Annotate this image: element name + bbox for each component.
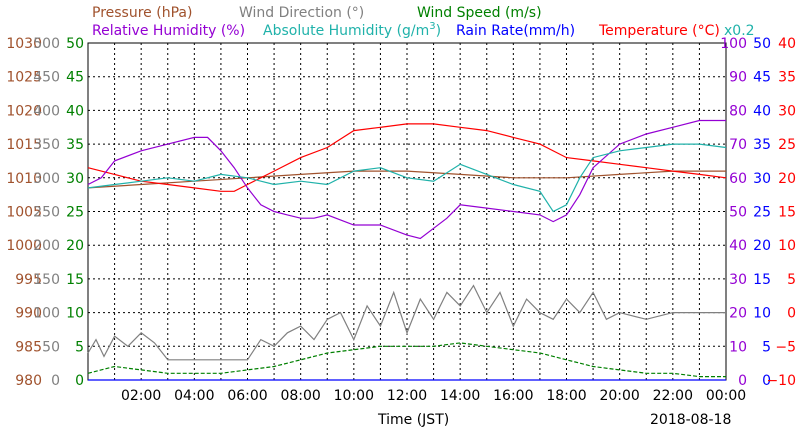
y-tick-pressure: 1000: [6, 238, 42, 254]
y-tick-temperature: 30: [778, 103, 796, 119]
x-tick: 10:00: [334, 388, 374, 404]
x-tick: 22:00: [653, 388, 693, 404]
y-tick-rel-humidity: 40: [729, 238, 747, 254]
date-label: 2018-08-18: [650, 412, 731, 428]
y-tick-rain-rate: 35: [753, 137, 771, 153]
x-tick: 06:00: [227, 388, 267, 404]
y-tick-rel-humidity: 70: [729, 137, 747, 153]
y-tick-temperature: 25: [778, 137, 796, 153]
y-tick-rel-humidity: 20: [729, 306, 747, 322]
y-tick-wind-direction: 500: [33, 36, 60, 52]
y-tick-rel-humidity: 100: [720, 36, 747, 52]
y-tick-wind-direction: 0: [51, 373, 60, 389]
y-tick-wind-direction: 250: [33, 205, 60, 221]
legend-pressure: Pressure (hPa): [92, 5, 192, 21]
y-tick-pressure: 1025: [6, 70, 42, 86]
legend-abs-humidity: Absolute Humidity (g/m3): [263, 21, 441, 39]
y-tick-temperature: −10: [766, 373, 796, 389]
x-tick: 08:00: [280, 388, 320, 404]
y-tick-rain-rate: 50: [753, 36, 771, 52]
y-tick-wind-speed: 45: [66, 70, 84, 86]
y-tick-wind-speed: 20: [66, 238, 84, 254]
y-tick-rel-humidity: 10: [729, 339, 747, 355]
x-tick: 18:00: [546, 388, 586, 404]
y-tick-temperature: −5: [775, 339, 796, 355]
y-tick-rain-rate: 0: [762, 373, 771, 389]
y-tick-rain-rate: 20: [753, 238, 771, 254]
legend-temperature: Temperature (°C): [598, 23, 720, 39]
x-tick: 20:00: [599, 388, 639, 404]
legend-wind-speed: Wind Speed (m/s): [417, 5, 542, 21]
y-tick-temperature: 0: [787, 306, 796, 322]
x-tick: 14:00: [440, 388, 480, 404]
x-tick: 12:00: [387, 388, 427, 404]
y-tick-pressure: 1015: [6, 137, 42, 153]
x-tick: 00:00: [706, 388, 746, 404]
y-tick-temperature: 40: [778, 36, 796, 52]
y-tick-wind-direction: 150: [33, 272, 60, 288]
y-tick-pressure: 990: [15, 306, 42, 322]
y-tick-wind-direction: 400: [33, 103, 60, 119]
y-tick-temperature: 20: [778, 171, 796, 187]
y-tick-pressure: 1005: [6, 205, 42, 221]
y-tick-wind-speed: 40: [66, 103, 84, 119]
y-tick-wind-direction: 300: [33, 171, 60, 187]
series-line-4: [87, 284, 726, 361]
y-tick-rain-rate: 5: [762, 339, 771, 355]
y-tick-rel-humidity: 80: [729, 103, 747, 119]
y-tick-rel-humidity: 90: [729, 70, 747, 86]
y-tick-wind-speed: 50: [66, 36, 84, 52]
y-tick-wind-speed: 25: [66, 205, 84, 221]
y-tick-temperature: 35: [778, 70, 796, 86]
grid: [88, 43, 726, 380]
y-tick-wind-speed: 35: [66, 137, 84, 153]
y-tick-pressure: 1010: [6, 171, 42, 187]
y-tick-temperature: 15: [778, 205, 796, 221]
series-line-3: [87, 143, 727, 213]
y-tick-temperature: 10: [778, 238, 796, 254]
legend-wind-direction: Wind Direction (°): [239, 5, 364, 21]
legend-abs-humidity-sup: 3: [429, 21, 435, 32]
x-tick: 04:00: [174, 388, 214, 404]
legend-rel-humidity: Relative Humidity (%): [92, 23, 245, 39]
legend-multiplier: x0.2: [724, 23, 755, 39]
series-layer: [87, 119, 727, 381]
series-line-2: [87, 119, 726, 240]
x-axis-label: Time (JST): [377, 412, 449, 428]
y-tick-rel-humidity: 30: [729, 272, 747, 288]
series-line-1: [87, 123, 727, 192]
y-tick-wind-direction: 450: [33, 70, 60, 86]
y-tick-wind-direction: 50: [42, 339, 60, 355]
y-tick-wind-speed: 10: [66, 306, 84, 322]
y-tick-wind-direction: 200: [33, 238, 60, 254]
y-tick-rain-rate: 10: [753, 306, 771, 322]
y-tick-rain-rate: 40: [753, 103, 771, 119]
x-tick: 16:00: [493, 388, 533, 404]
y-tick-rel-humidity: 50: [729, 205, 747, 221]
axes-layer: 1030102510201015101010051000995990985980…: [6, 36, 796, 404]
y-tick-pressure: 1030: [6, 36, 42, 52]
legend-abs-humidity-suffix: ): [436, 23, 441, 39]
y-tick-temperature: 5: [787, 272, 796, 288]
y-tick-pressure: 980: [15, 373, 42, 389]
y-tick-rel-humidity: 60: [729, 171, 747, 187]
y-tick-pressure: 1020: [6, 103, 42, 119]
y-tick-rain-rate: 15: [753, 272, 771, 288]
y-tick-wind-direction: 350: [33, 137, 60, 153]
y-tick-pressure: 985: [15, 339, 42, 355]
y-tick-wind-direction: 100: [33, 306, 60, 322]
y-tick-wind-speed: 0: [75, 373, 84, 389]
legend-rain-rate: Rain Rate(mm/h): [456, 23, 575, 39]
legend-abs-humidity-prefix: Absolute Humidity (g/m: [263, 23, 429, 39]
y-tick-wind-speed: 15: [66, 272, 84, 288]
x-tick: 02:00: [121, 388, 161, 404]
y-tick-rel-humidity: 0: [738, 373, 747, 389]
y-tick-rain-rate: 30: [753, 171, 771, 187]
y-tick-pressure: 995: [15, 272, 42, 288]
y-tick-wind-speed: 30: [66, 171, 84, 187]
y-tick-wind-speed: 5: [75, 339, 84, 355]
y-tick-rain-rate: 25: [753, 205, 771, 221]
y-tick-rain-rate: 45: [753, 70, 771, 86]
